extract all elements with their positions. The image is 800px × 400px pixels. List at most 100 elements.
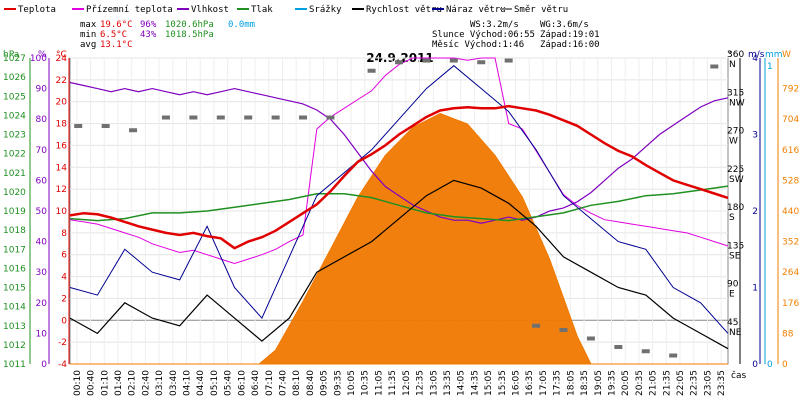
time-tick: 22:05 — [676, 370, 686, 396]
ms-tick: 3 — [752, 131, 758, 141]
pct-tick: 10 — [36, 329, 48, 339]
pct-tick: 40 — [36, 238, 48, 248]
time-tick: 01:10 — [100, 370, 110, 396]
c-tick: 14 — [56, 163, 68, 173]
dir-tick-deg: 225 — [727, 165, 744, 175]
time-tick: 06:10 — [237, 370, 247, 396]
legend-label-teplota: Teplota — [18, 5, 56, 15]
w-tick: 176 — [782, 299, 799, 309]
c-tick: 2 — [61, 294, 67, 304]
pct-tick: 90 — [36, 85, 48, 95]
w-tick: 264 — [782, 268, 799, 278]
stat-min-hum: 43% — [140, 30, 157, 40]
hpa-tick: 1012 — [3, 341, 26, 351]
hpa-tick: 1013 — [3, 322, 26, 332]
time-tick: 22:35 — [690, 370, 700, 396]
dir-tick-deg: 135 — [727, 241, 744, 251]
dir-tick-name: SW — [729, 175, 744, 185]
w-tick: 616 — [782, 146, 799, 156]
dir-tick-name: NE — [729, 328, 742, 338]
hpa-tick: 1021 — [3, 169, 26, 179]
series-teplota-line — [69, 104, 729, 250]
legend-label-rychlost: Rychlost větru — [366, 5, 442, 15]
time-tick: 23:05 — [703, 370, 713, 396]
c-tick: -4 — [58, 360, 67, 370]
series-smer-point — [367, 68, 376, 73]
series-smer-point — [641, 349, 650, 354]
pct-tick: 30 — [36, 268, 48, 278]
time-tick: 00:40 — [87, 370, 97, 396]
series-smer-point — [74, 124, 83, 128]
hpa-tick: 1018 — [3, 226, 26, 236]
w-tick: 0 — [782, 360, 788, 370]
time-tick: 11:35 — [388, 370, 398, 396]
time-tick: 20:05 — [621, 370, 631, 396]
dir-tick-deg: 315 — [727, 88, 744, 98]
stat-avg-label: avg — [80, 40, 96, 50]
time-tick: 04:40 — [196, 370, 206, 396]
time-tick: 17:35 — [553, 370, 563, 396]
c-tick: 24 — [56, 54, 68, 64]
hpa-tick: 1024 — [3, 111, 26, 121]
c-axis-label: °C — [56, 50, 67, 60]
c-tick: 6 — [61, 251, 67, 261]
time-tick: 05:10 — [210, 370, 220, 396]
legend-label-srazky: Srážky — [309, 5, 342, 15]
c-tick: 12 — [56, 185, 67, 195]
pct-tick: 100 — [30, 54, 47, 64]
time-tick: 07:10 — [265, 370, 275, 396]
series-smer-point — [129, 128, 138, 133]
series-smer-point — [449, 58, 458, 63]
series-rychlost-line — [69, 179, 729, 350]
time-tick: 08:40 — [306, 370, 316, 396]
time-tick: 06:40 — [251, 370, 261, 396]
stat-max-label: max — [80, 20, 97, 30]
stat-rain: 0.0mm — [228, 20, 255, 30]
series-slunce-area — [70, 113, 728, 365]
info-moon-rise: Měsíc Východ:1:46 — [432, 40, 524, 50]
time-tick: 15:05 — [484, 370, 494, 396]
legend-label-tlak: Tlak — [251, 5, 273, 15]
series-smer-point — [161, 115, 170, 120]
time-tick: 18:05 — [566, 370, 576, 396]
c-tick: 22 — [56, 76, 67, 86]
time-axis-label: čas — [731, 370, 746, 381]
series-smer-point — [244, 115, 253, 120]
series-smer-point — [189, 115, 198, 120]
info-moon-set: Západ:16:00 — [540, 40, 600, 50]
time-tick: 09:35 — [333, 370, 343, 396]
w-tick: 704 — [782, 115, 799, 125]
hpa-tick: 1027 — [3, 54, 26, 64]
hpa-tick: 1015 — [3, 284, 26, 294]
time-tick: 14:35 — [470, 370, 480, 396]
time-tick: 14:05 — [457, 370, 467, 396]
series-smer-point — [326, 115, 335, 120]
w-tick: 528 — [782, 176, 799, 186]
legend-label-prizemni: Přízemní teplota — [86, 5, 173, 15]
ms-tick: 1 — [752, 284, 758, 294]
time-tick: 01:40 — [114, 370, 124, 396]
pct-tick: 80 — [36, 115, 48, 125]
axes: hPa% °C ° m/s mm W101110121013101410151016101… — [3, 50, 799, 396]
stat-min-temp: 6.5°C — [100, 30, 127, 40]
stat-max-temp: 19.6°C — [100, 20, 133, 30]
pct-tick: 60 — [36, 176, 48, 186]
c-tick: 4 — [61, 273, 67, 283]
hpa-tick: 1026 — [3, 73, 26, 83]
stat-min-press: 1018.5hPa — [165, 30, 214, 40]
stat-max-hum: 96% — [140, 20, 157, 30]
series-smer-point — [504, 58, 513, 63]
mm-tick: 0 — [767, 360, 773, 370]
legend-label-naraz: Náraz větru — [446, 5, 506, 15]
hpa-tick: 1017 — [3, 245, 26, 255]
pct-tick: 0 — [41, 360, 47, 370]
hpa-tick: 1011 — [3, 360, 26, 370]
time-tick: 03:40 — [169, 370, 179, 396]
w-tick: 440 — [782, 207, 799, 217]
c-tick: 16 — [56, 141, 68, 151]
series-smer-point — [614, 345, 623, 349]
series-smer-point — [477, 60, 486, 65]
c-tick: 18 — [56, 120, 68, 130]
dir-tick-deg: 270 — [727, 127, 744, 137]
dir-tick-name: S — [729, 213, 735, 223]
